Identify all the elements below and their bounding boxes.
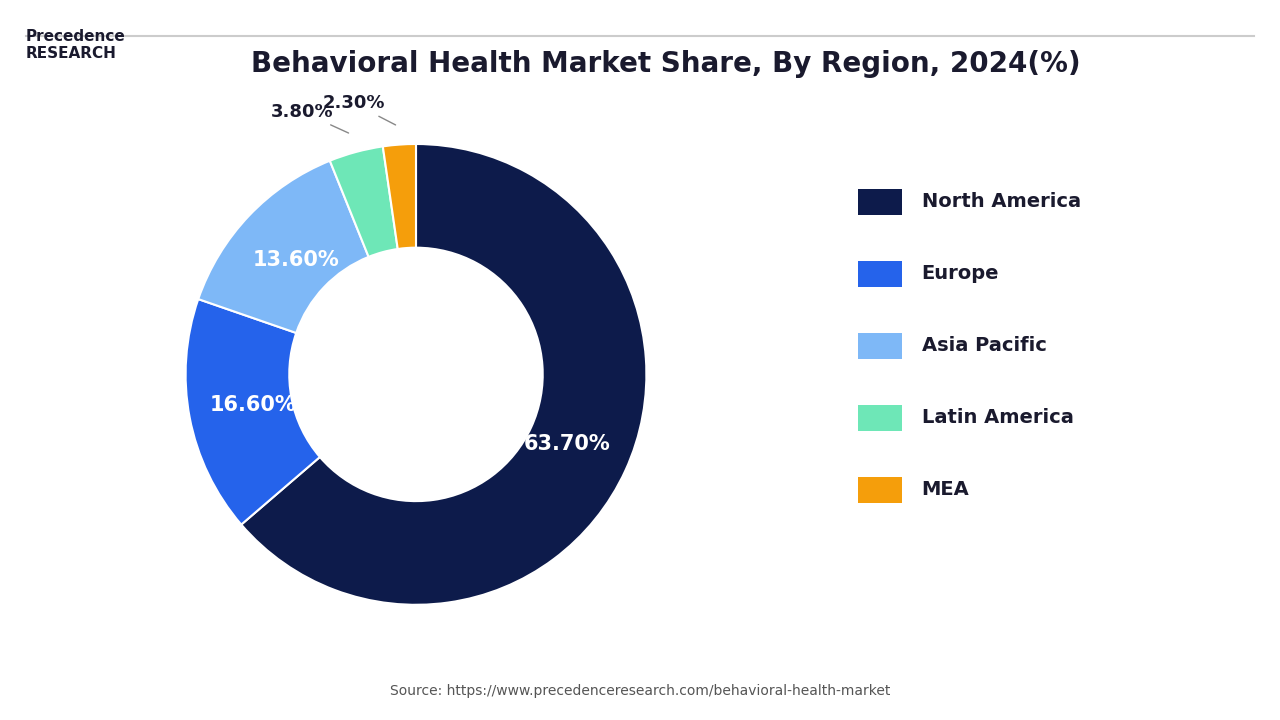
Wedge shape bbox=[241, 144, 646, 605]
Wedge shape bbox=[330, 146, 398, 257]
Text: MEA: MEA bbox=[922, 480, 969, 499]
Text: Europe: Europe bbox=[922, 264, 1000, 283]
Text: 16.60%: 16.60% bbox=[210, 395, 297, 415]
Wedge shape bbox=[198, 161, 369, 333]
Text: Source: https://www.precedenceresearch.com/behavioral-health-market: Source: https://www.precedenceresearch.c… bbox=[390, 685, 890, 698]
Text: Behavioral Health Market Share, By Region, 2024(%): Behavioral Health Market Share, By Regio… bbox=[251, 50, 1080, 78]
Wedge shape bbox=[186, 299, 320, 525]
Text: 13.60%: 13.60% bbox=[252, 250, 339, 270]
Text: 3.80%: 3.80% bbox=[271, 103, 348, 133]
Wedge shape bbox=[383, 144, 416, 249]
Text: Latin America: Latin America bbox=[922, 408, 1074, 427]
Text: 63.70%: 63.70% bbox=[524, 433, 611, 454]
Text: Asia Pacific: Asia Pacific bbox=[922, 336, 1047, 355]
Text: Precedence
RESEARCH: Precedence RESEARCH bbox=[26, 29, 125, 61]
Text: 2.30%: 2.30% bbox=[323, 94, 396, 125]
Text: North America: North America bbox=[922, 192, 1080, 211]
